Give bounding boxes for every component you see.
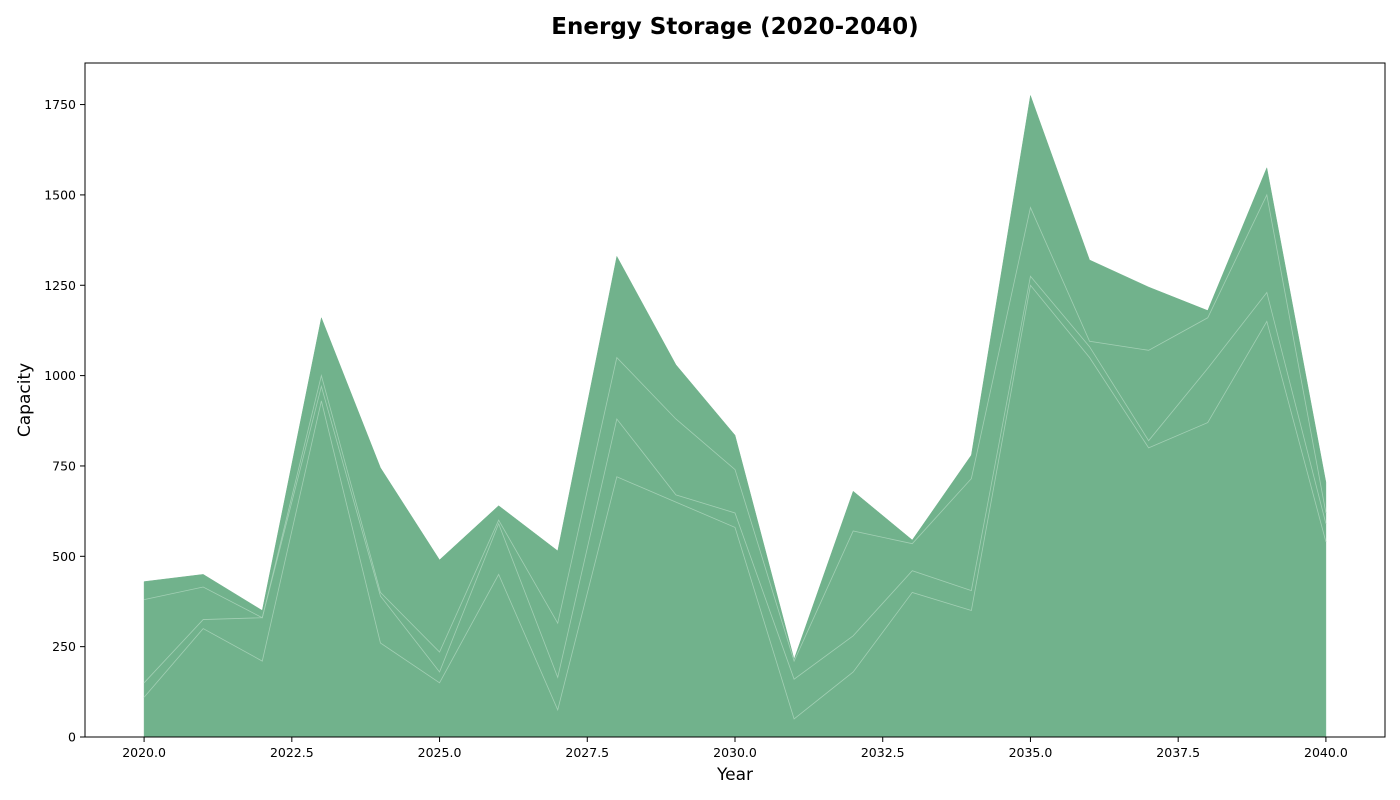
x-tick-label: 2027.5 — [565, 745, 609, 760]
y-tick-label: 250 — [52, 639, 76, 654]
x-axis-label: Year — [716, 765, 753, 785]
x-tick-label: 2032.5 — [861, 745, 905, 760]
x-tick-label: 2030.0 — [713, 745, 757, 760]
y-axis-label: Capacity — [15, 363, 35, 437]
y-tick-label: 1500 — [44, 187, 76, 202]
x-tick-label: 2037.5 — [1156, 745, 1200, 760]
series-boundary-line-3 — [144, 193, 1327, 663]
series-boundary-line-2 — [143, 275, 1327, 684]
series-boundary-line-1 — [143, 284, 1327, 720]
x-tick-label: 2025.0 — [418, 745, 462, 760]
y-tick-label: 1750 — [44, 97, 76, 112]
x-tick-label: 2035.0 — [1009, 745, 1053, 760]
x-tick-label: 2020.0 — [122, 745, 166, 760]
y-tick-label: 1000 — [44, 368, 76, 383]
series-boundaries — [143, 193, 1327, 720]
y-tick-label: 750 — [52, 458, 76, 473]
y-tick-label: 500 — [52, 549, 76, 564]
chart-title: Energy Storage (2020-2040) — [551, 14, 918, 40]
y-axis-ticks: 0 250 500 750 1000 1250 1500 1750 — [44, 97, 85, 745]
y-tick-label: 0 — [68, 730, 76, 745]
y-tick-label: 1250 — [44, 278, 76, 293]
x-tick-label: 2040.0 — [1304, 745, 1348, 760]
x-tick-label: 2022.5 — [270, 745, 314, 760]
x-axis-ticks: 2020.0 2022.5 2025.0 2027.5 2030.0 2032.5 2035… — [122, 737, 1348, 760]
